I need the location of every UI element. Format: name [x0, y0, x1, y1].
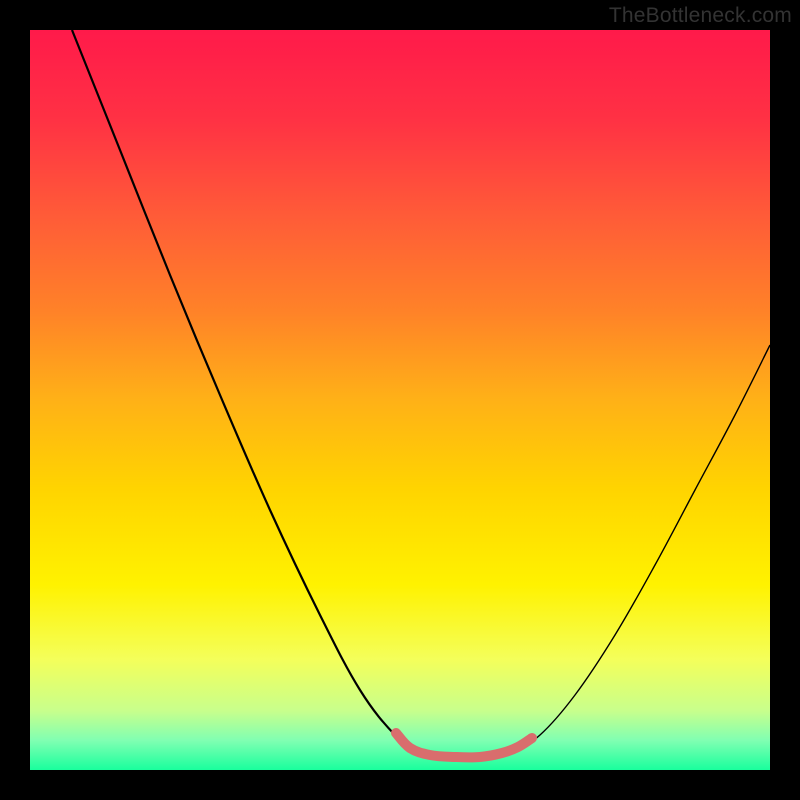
- chart-svg: [0, 0, 800, 800]
- watermark-label: TheBottleneck.com: [609, 4, 792, 28]
- bottleneck-chart: [0, 0, 800, 800]
- chart-background: [30, 30, 770, 770]
